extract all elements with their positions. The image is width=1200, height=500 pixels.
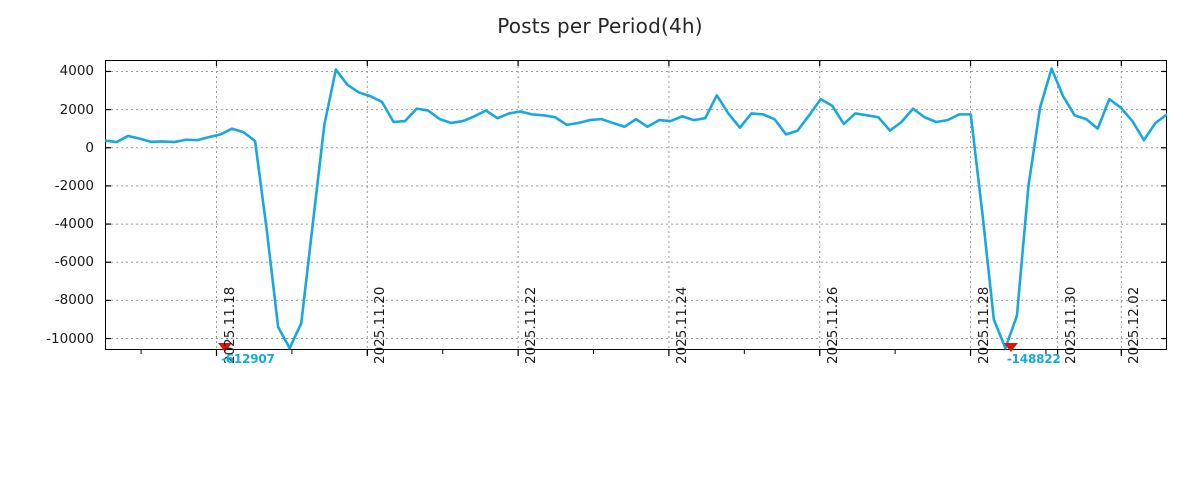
plot-area xyxy=(105,60,1167,350)
y-axis-tick-label: -10000 xyxy=(46,330,94,347)
y-axis-tick-label: 4000 xyxy=(59,63,94,80)
y-axis-tick-label: -2000 xyxy=(54,177,94,194)
x-axis-tick-label: 2025.11.22 xyxy=(523,286,540,364)
annotation-value-label: -148822 xyxy=(1006,352,1061,366)
x-axis-tick-label: 2025.11.20 xyxy=(372,286,389,364)
y-axis-tick-label: 2000 xyxy=(59,101,94,118)
x-axis-tick-label: 2025.11.24 xyxy=(673,286,690,364)
x-axis-tick-label: 2025.11.26 xyxy=(824,286,841,364)
y-axis-tick-label: -6000 xyxy=(54,254,94,271)
x-axis-tick-label: 2025.12.02 xyxy=(1126,286,1143,364)
chart-title: Posts per Period(4h) xyxy=(497,14,703,38)
y-axis-tick-label: -4000 xyxy=(54,216,94,233)
y-axis-tick-label: 0 xyxy=(85,139,94,156)
y-axis-tick-label: -8000 xyxy=(54,292,94,309)
x-axis-tick-label: 2025.11.28 xyxy=(975,286,992,364)
x-axis-tick-label: 2025.11.30 xyxy=(1062,286,1079,364)
annotation-value-label: -612907 xyxy=(221,352,275,366)
